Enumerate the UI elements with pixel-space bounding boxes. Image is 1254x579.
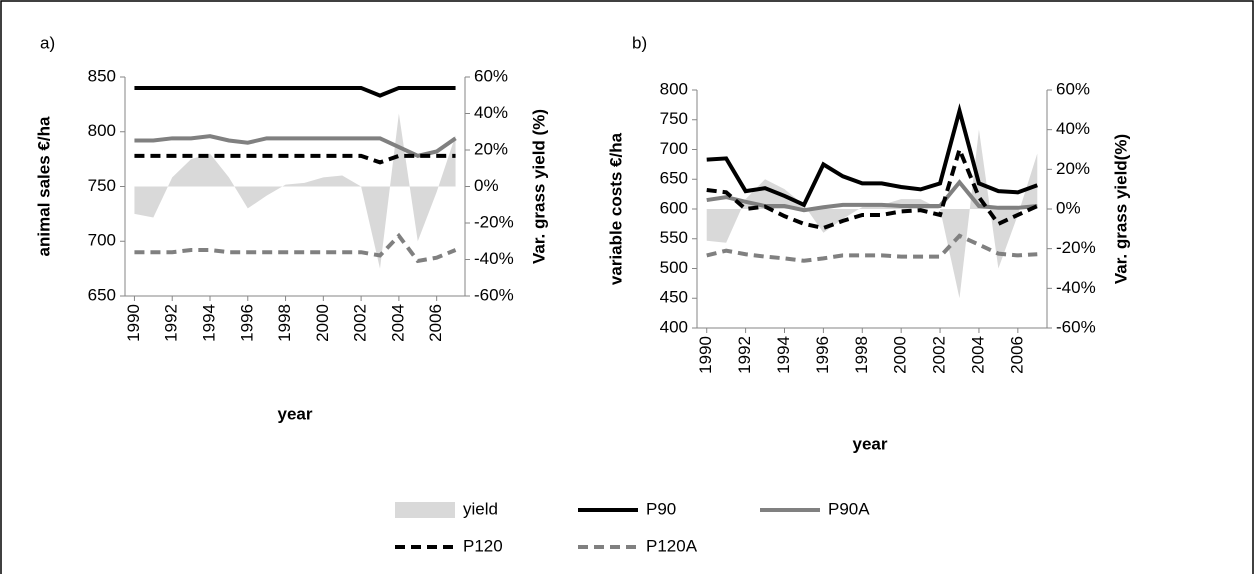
y2-tick-label: 40% <box>1056 119 1090 138</box>
x-tick-label: 2006 <box>1007 336 1026 374</box>
y-tick-label: 550 <box>660 228 688 247</box>
x-tick-label: 1990 <box>696 336 715 374</box>
x-axis-title: year <box>853 434 888 453</box>
x-tick-label: 2004 <box>388 304 407 342</box>
y-tick-label: 650 <box>660 169 688 188</box>
y2-tick-label: 60% <box>474 66 508 85</box>
legend-label: P90 <box>646 499 676 518</box>
x-tick-label: 1996 <box>813 336 832 374</box>
series-line <box>706 179 1038 213</box>
y2-tick-label: -40% <box>1056 278 1096 297</box>
legend-label: P90A <box>828 499 870 518</box>
y2-axis-title: Var. grass yield(%) <box>1111 134 1130 284</box>
legend-label: P120 <box>463 536 503 555</box>
y-tick-label: 800 <box>660 79 688 98</box>
yield-area <box>134 113 456 269</box>
y-tick-label: 800 <box>88 121 116 140</box>
x-tick-label: 2004 <box>968 336 987 374</box>
y-tick-label: 600 <box>660 198 688 217</box>
x-tick-label: 1996 <box>237 304 256 342</box>
y2-tick-label: -60% <box>1056 317 1096 336</box>
y-tick-label: 450 <box>660 288 688 307</box>
y-tick-label: 500 <box>660 258 688 277</box>
x-tick-label: 2000 <box>313 304 332 342</box>
series-line <box>706 103 1038 208</box>
series-line <box>134 232 457 264</box>
x-tick-label: 1998 <box>275 304 294 342</box>
y-tick-label: 700 <box>88 231 116 250</box>
x-tick-label: 2002 <box>351 304 370 342</box>
x-tick-label: 1992 <box>735 336 754 374</box>
x-tick-label: 1998 <box>852 336 871 374</box>
x-tick-label: 2000 <box>891 336 910 374</box>
series-line <box>134 85 456 98</box>
x-tick-label: 1994 <box>774 336 793 374</box>
series-line <box>706 143 1039 231</box>
x-tick-label: 1992 <box>162 304 181 342</box>
x-tick-label: 2002 <box>930 336 949 374</box>
y2-tick-label: 0% <box>474 176 499 195</box>
y-tick-label: 750 <box>88 176 116 195</box>
y2-tick-label: 0% <box>1056 198 1081 217</box>
y2-tick-label: 60% <box>1056 79 1090 98</box>
series-line <box>134 134 457 158</box>
x-tick-label: 1994 <box>199 304 218 342</box>
y-tick-label: 400 <box>660 317 688 336</box>
legend-swatch <box>395 502 455 518</box>
x-tick-label: 2006 <box>426 304 445 342</box>
y2-tick-label: 20% <box>1056 159 1090 178</box>
y-tick-label: 750 <box>660 109 688 128</box>
x-tick-label: 1990 <box>124 304 143 342</box>
y-axis-title: animal sales €/ha <box>34 116 53 256</box>
panel-label: b) <box>632 33 647 52</box>
panel-label: a) <box>40 33 55 52</box>
y2-tick-label: -60% <box>474 285 514 304</box>
series-line <box>706 233 1038 263</box>
legend-label: P120A <box>646 536 698 555</box>
y-tick-label: 850 <box>88 66 116 85</box>
y2-tick-label: 40% <box>474 103 508 122</box>
y2-tick-label: 20% <box>474 139 508 158</box>
legend-label: yield <box>463 499 498 518</box>
y-tick-label: 650 <box>88 285 116 304</box>
y2-tick-label: -40% <box>474 249 514 268</box>
x-axis-title: year <box>278 404 313 423</box>
y-axis-title: variable costs €/ha <box>606 132 625 285</box>
series-line <box>134 153 456 165</box>
y2-tick-label: -20% <box>1056 238 1096 257</box>
y2-axis-title: Var. grass yield (%) <box>529 109 548 264</box>
yield-area <box>706 129 1038 299</box>
y2-tick-label: -20% <box>474 212 514 231</box>
y-tick-label: 700 <box>660 139 688 158</box>
